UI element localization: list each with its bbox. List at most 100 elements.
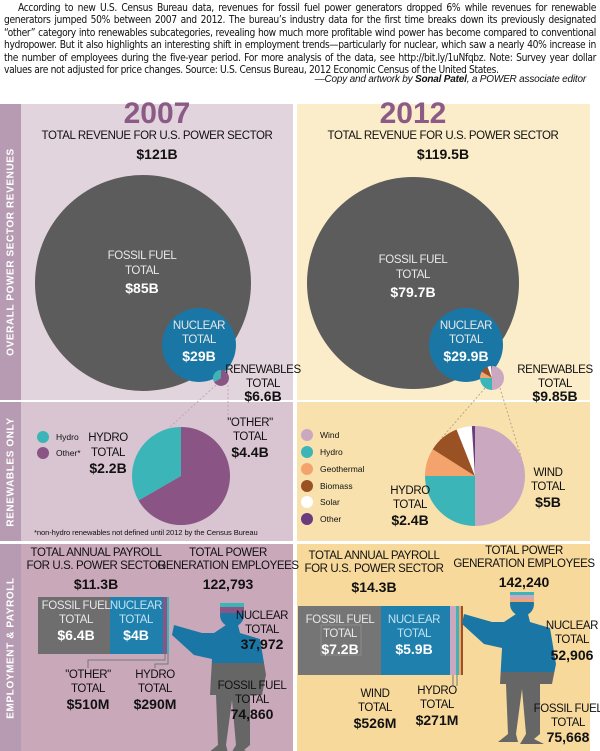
pie-slice-solar (456, 426, 475, 476)
pie-slice-other (471, 426, 475, 476)
worker-silhouette-2012 (462, 592, 556, 744)
payroll-other-label: "OTHER" (65, 669, 111, 681)
employees-nuclear-label: NUCLEAR (545, 620, 599, 632)
legend-swatch (301, 446, 313, 458)
nuclear-bubble-2012 (429, 308, 503, 382)
pie-slice-geothermal (425, 449, 475, 476)
connector-line (499, 387, 523, 461)
legend-item-hydro: Hydro (301, 445, 343, 459)
payroll-bar-fossil-2007 (38, 597, 110, 654)
legend-item-geothermal: Geothermal (301, 462, 364, 476)
payroll-bar-nuclear-2007 (110, 597, 163, 654)
connector-line (87, 654, 166, 668)
legend-label: Other* (56, 448, 81, 458)
payroll-value: $14.3B (351, 579, 397, 595)
section-label-renewables: RENEWABLES ONLY (0, 402, 21, 541)
revenue-label-2007: TOTAL REVENUE FOR U.S. POWER SECTOR (41, 130, 273, 142)
nuclear-label: NUCLEAR (172, 320, 226, 332)
nuclear-label: NUCLEAR (439, 320, 493, 332)
employees-label: TOTAL POWER (485, 545, 563, 557)
hydro-value: $2.4B (391, 512, 429, 528)
payroll-label: FOR U.S. POWER SECTOR (304, 563, 444, 575)
fossil-value: $85B (125, 280, 159, 296)
legend-item-other: Other* (37, 446, 81, 460)
nuclear-label: TOTAL (449, 334, 483, 346)
payroll-hydro-value: $290M (133, 696, 177, 712)
legend-item-other: Other (301, 512, 341, 526)
year-heading-2012: 2012 (379, 97, 447, 130)
renewables-label: TOTAL (538, 378, 572, 390)
other-label: "OTHER" (227, 417, 273, 429)
pie-slice-solar (487, 366, 492, 378)
pie-slice-wind (475, 426, 525, 526)
pie-slice-biomass (481, 366, 492, 378)
other-value: $4.4B (231, 444, 269, 460)
legend-label: Hydro (56, 432, 79, 442)
employees-fossil-value: 74,860 (230, 706, 274, 722)
pie-slice-other (138, 427, 230, 525)
renewables-mini-pie-2007 (213, 370, 229, 386)
payroll-label: TOTAL ANNUAL PAYROLL (308, 550, 440, 562)
employees-value: 122,793 (202, 576, 254, 592)
renewables-label: RENEWABLES (225, 364, 301, 376)
payroll-hydro-label: HYDRO (135, 669, 175, 681)
other-label: TOTAL (233, 431, 267, 443)
legend-swatch (301, 429, 313, 441)
legend-label: Hydro (320, 447, 343, 457)
employees-nuclear-label: TOTAL (245, 624, 279, 636)
section-label-employment: EMPLOYMENT & PAYROLL (0, 544, 21, 751)
legend-swatch (37, 447, 49, 459)
section-label-revenues: OVERALL POWER SECTOR REVENUES (0, 104, 21, 400)
wind-label: TOTAL (531, 481, 565, 493)
hydro-label: HYDRO (88, 432, 128, 444)
dollar-bill-icon (320, 624, 362, 656)
payroll-hydro-value: $271M (415, 712, 459, 728)
pie-slice-wind (492, 366, 504, 390)
employees-fossil-label: TOTAL (235, 694, 269, 706)
employees-label: GENERATION EMPLOYEES (157, 560, 299, 572)
nuclear-value: $29B (182, 348, 216, 364)
legend-item-solar: Solar (301, 495, 340, 509)
payroll-fossil-value: $6.4B (57, 627, 95, 643)
payroll-fossil-value: $7.2B (321, 641, 359, 657)
nuclear-bubble-2007 (162, 308, 236, 382)
year-heading-2007: 2007 (123, 97, 191, 130)
payroll-nuclear-label: NUCLEAR (109, 600, 163, 612)
hydro-label: HYDRO (390, 485, 430, 497)
hydro-label: TOTAL (91, 447, 125, 459)
employees-value: 142,240 (498, 574, 550, 590)
fossil-label: FOSSIL FUEL (378, 254, 448, 266)
pie-slice-other (491, 366, 492, 378)
legend-swatch (301, 480, 313, 492)
wind-value: $5B (535, 494, 561, 510)
payroll-label: FOR U.S. POWER SECTOR (26, 560, 166, 572)
renewables-label: TOTAL (246, 378, 280, 390)
payroll-nuclear-label: TOTAL (119, 614, 153, 626)
legend-label: Geothermal (320, 464, 365, 474)
pie-slice-hydro (213, 370, 221, 382)
legend-label: Other (320, 514, 342, 524)
legend-item-wind: Wind (301, 428, 339, 442)
employees-fossil-label: TOTAL (551, 717, 585, 729)
payroll-bar-wind-2012 (450, 606, 456, 675)
payroll-value: $11.3B (73, 576, 119, 592)
employees-fossil-value: 75,668 (546, 729, 590, 745)
connector-line (159, 384, 217, 437)
payroll-bar-nuclear-2012 (381, 606, 450, 675)
revenue-value-2012: $119.5B (416, 146, 470, 162)
employees-label: TOTAL POWER (189, 547, 267, 559)
payroll-hydro-label: TOTAL (138, 683, 172, 695)
pie-slice-geothermal (480, 371, 492, 378)
payroll-fossil-label: FOSSIL FUEL (305, 614, 375, 626)
payroll-hydro-label: HYDRO (417, 685, 457, 697)
credit-suffix: , a POWER associate editor (466, 74, 586, 85)
payroll-nuclear-value: $5.9B (395, 641, 433, 657)
nuclear-value: $29.9B (443, 348, 489, 364)
pie-slice-other (214, 370, 229, 386)
employees-fossil-label: FOSSIL FUEL (217, 680, 287, 692)
hydro-value: $2.2B (89, 460, 127, 476)
employees-nuclear-label: TOTAL (555, 634, 589, 646)
payroll-bar-fossil-2012 (298, 606, 381, 675)
fossil-value: $79.7B (390, 284, 436, 300)
payroll-wind-label: TOTAL (358, 702, 392, 714)
